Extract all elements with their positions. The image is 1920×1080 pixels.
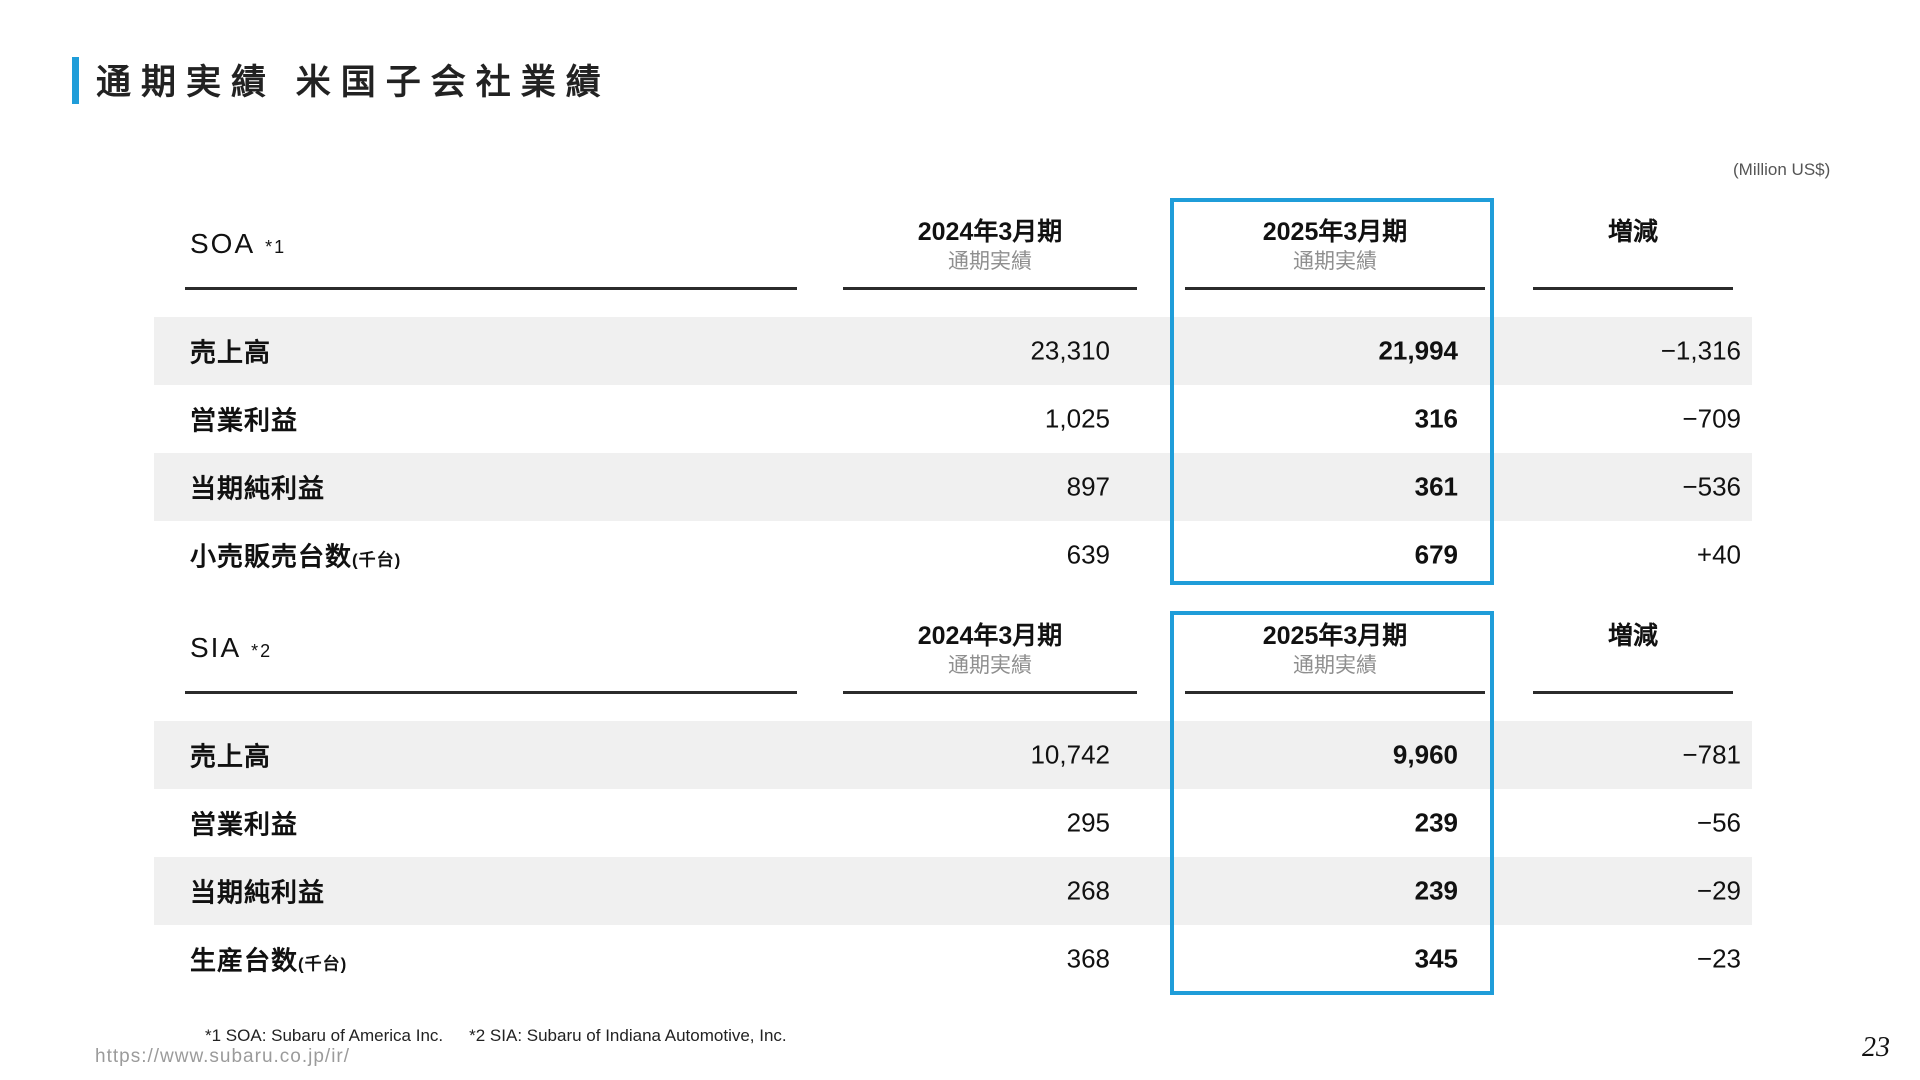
unit-note: (Million US$): [1733, 160, 1831, 179]
value-diff: −23: [1696, 943, 1741, 974]
sia-fy2024-title: 2024年3月期: [917, 622, 1063, 650]
value-fy2024: 23,310: [1030, 335, 1110, 366]
value-diff: −56: [1696, 807, 1741, 838]
value-diff: −709: [1682, 403, 1741, 434]
soa-header-rule-label: [185, 287, 797, 290]
page-title: 通期実績 米国子会社業績: [96, 63, 611, 102]
source-url: https://www.subaru.co.jp/ir/: [95, 1046, 351, 1067]
table-row: 当期純利益 268 239 −29: [154, 857, 1752, 925]
value-fy2024: 268: [1066, 875, 1110, 906]
soa-column-header-diff: 増減: [1533, 218, 1733, 246]
sia-header-rule-diff: [1533, 691, 1733, 694]
sia-header-rule-fy2024: [843, 691, 1137, 694]
sia-fy2025-subtitle: 通期実績: [1293, 654, 1377, 677]
highlight-box-sia-fy2025: [1170, 611, 1494, 995]
row-label-text: 売上高: [190, 741, 272, 772]
value-diff: −1,316: [1660, 335, 1741, 366]
sia-rows: 売上高 10,742 9,960 −781 営業利益 295 239 −56 当…: [154, 721, 1752, 993]
sia-column-header-fy2025: 2025年3月期 通期実績: [1185, 622, 1485, 678]
row-label-text: 売上高: [190, 337, 272, 368]
sia-header-rule-fy2025: [1185, 691, 1485, 694]
table-row: 営業利益 295 239 −56: [154, 789, 1752, 857]
highlight-box-soa-fy2025: [1170, 198, 1494, 585]
row-label-text: 当期純利益: [190, 473, 326, 504]
soa-label-text: SOA: [190, 228, 256, 259]
soa-fy2025-title: 2025年3月期: [1262, 218, 1408, 246]
row-label-suffix: (千台): [352, 550, 402, 570]
row-label: 売上高: [190, 333, 271, 370]
value-fy2025: 361: [1414, 471, 1458, 502]
sia-column-header-fy2024: 2024年3月期 通期実績: [840, 622, 1140, 678]
soa-header-rule-fy2025: [1185, 287, 1485, 290]
sia-footnote-marker: *2: [251, 641, 273, 661]
table-row: 生産台数(千台) 368 345 −23: [154, 925, 1752, 993]
row-label-text: 営業利益: [190, 809, 299, 840]
page-number: 23: [1862, 1032, 1890, 1063]
footnote-sia: *2 SIA: Subaru of Indiana Automotive, In…: [469, 1026, 787, 1045]
soa-rows: 売上高 23,310 21,994 −1,316 営業利益 1,025 316 …: [154, 317, 1752, 589]
table-row: 当期純利益 897 361 −536: [154, 453, 1752, 521]
value-fy2024: 639: [1066, 539, 1110, 570]
soa-header-rule-fy2024: [843, 287, 1137, 290]
row-label: 当期純利益: [190, 469, 325, 506]
value-fy2025: 9,960: [1392, 739, 1458, 770]
value-fy2025: 239: [1414, 875, 1458, 906]
soa-column-header-fy2024: 2024年3月期 通期実績: [840, 218, 1140, 274]
value-fy2024: 897: [1066, 471, 1110, 502]
value-fy2024: 1,025: [1044, 403, 1110, 434]
row-label: 営業利益: [190, 401, 298, 438]
value-diff: −781: [1682, 739, 1741, 770]
soa-section-label: SOA *1: [190, 228, 286, 260]
row-label-text: 当期純利益: [190, 877, 326, 908]
footnote: *1 SOA: Subaru of America Inc. *2 SIA: Su…: [205, 1026, 813, 1046]
table-row: 小売販売台数(千台) 639 679 +40: [154, 521, 1752, 589]
sia-diff-title: 増減: [1607, 622, 1658, 650]
value-fy2025: 21,994: [1378, 335, 1458, 366]
value-fy2025: 679: [1414, 539, 1458, 570]
table-row: 売上高 23,310 21,994 −1,316: [154, 317, 1752, 385]
row-label-suffix: (千台): [298, 954, 348, 974]
value-fy2024: 368: [1066, 943, 1110, 974]
sia-label-text: SIA: [190, 632, 242, 663]
soa-fy2024-title: 2024年3月期: [917, 218, 1063, 246]
value-diff: −29: [1696, 875, 1741, 906]
table-row: 営業利益 1,025 316 −709: [154, 385, 1752, 453]
sia-column-header-diff: 増減: [1533, 622, 1733, 650]
sia-fy2024-subtitle: 通期実績: [948, 654, 1032, 677]
soa-header-rule-diff: [1533, 287, 1733, 290]
row-label-text: 小売販売台数: [190, 541, 353, 572]
soa-table: SOA *1 2024年3月期 通期実績 2025年3月期 通期実績 増減 売上高…: [154, 198, 1752, 590]
sia-header-rule-label: [185, 691, 797, 694]
soa-diff-title: 増減: [1607, 218, 1658, 246]
row-label-text: 営業利益: [190, 405, 299, 436]
value-fy2025: 345: [1414, 943, 1458, 974]
soa-fy2025-subtitle: 通期実績: [1293, 250, 1377, 273]
sia-fy2025-title: 2025年3月期: [1262, 622, 1408, 650]
title-accent-bar: [72, 57, 79, 104]
value-diff: +40: [1696, 539, 1741, 570]
sia-table: SIA *2 2024年3月期 通期実績 2025年3月期 通期実績 増減 売上高…: [154, 602, 1752, 994]
row-label: 小売販売台数(千台): [190, 537, 401, 574]
value-diff: −536: [1682, 471, 1741, 502]
row-label: 営業利益: [190, 805, 298, 842]
value-fy2025: 316: [1414, 403, 1458, 434]
value-fy2024: 295: [1066, 807, 1110, 838]
row-label: 売上高: [190, 737, 271, 774]
row-label: 当期純利益: [190, 873, 325, 910]
table-row: 売上高 10,742 9,960 −781: [154, 721, 1752, 789]
value-fy2024: 10,742: [1030, 739, 1110, 770]
soa-column-header-fy2025: 2025年3月期 通期実績: [1185, 218, 1485, 274]
soa-fy2024-subtitle: 通期実績: [948, 250, 1032, 273]
sia-section-label: SIA *2: [190, 632, 272, 664]
row-label: 生産台数(千台): [190, 941, 347, 978]
value-fy2025: 239: [1414, 807, 1458, 838]
footnote-soa: *1 SOA: Subaru of America Inc.: [205, 1026, 444, 1045]
row-label-text: 生産台数: [190, 945, 299, 976]
soa-footnote-marker: *1: [265, 237, 287, 257]
